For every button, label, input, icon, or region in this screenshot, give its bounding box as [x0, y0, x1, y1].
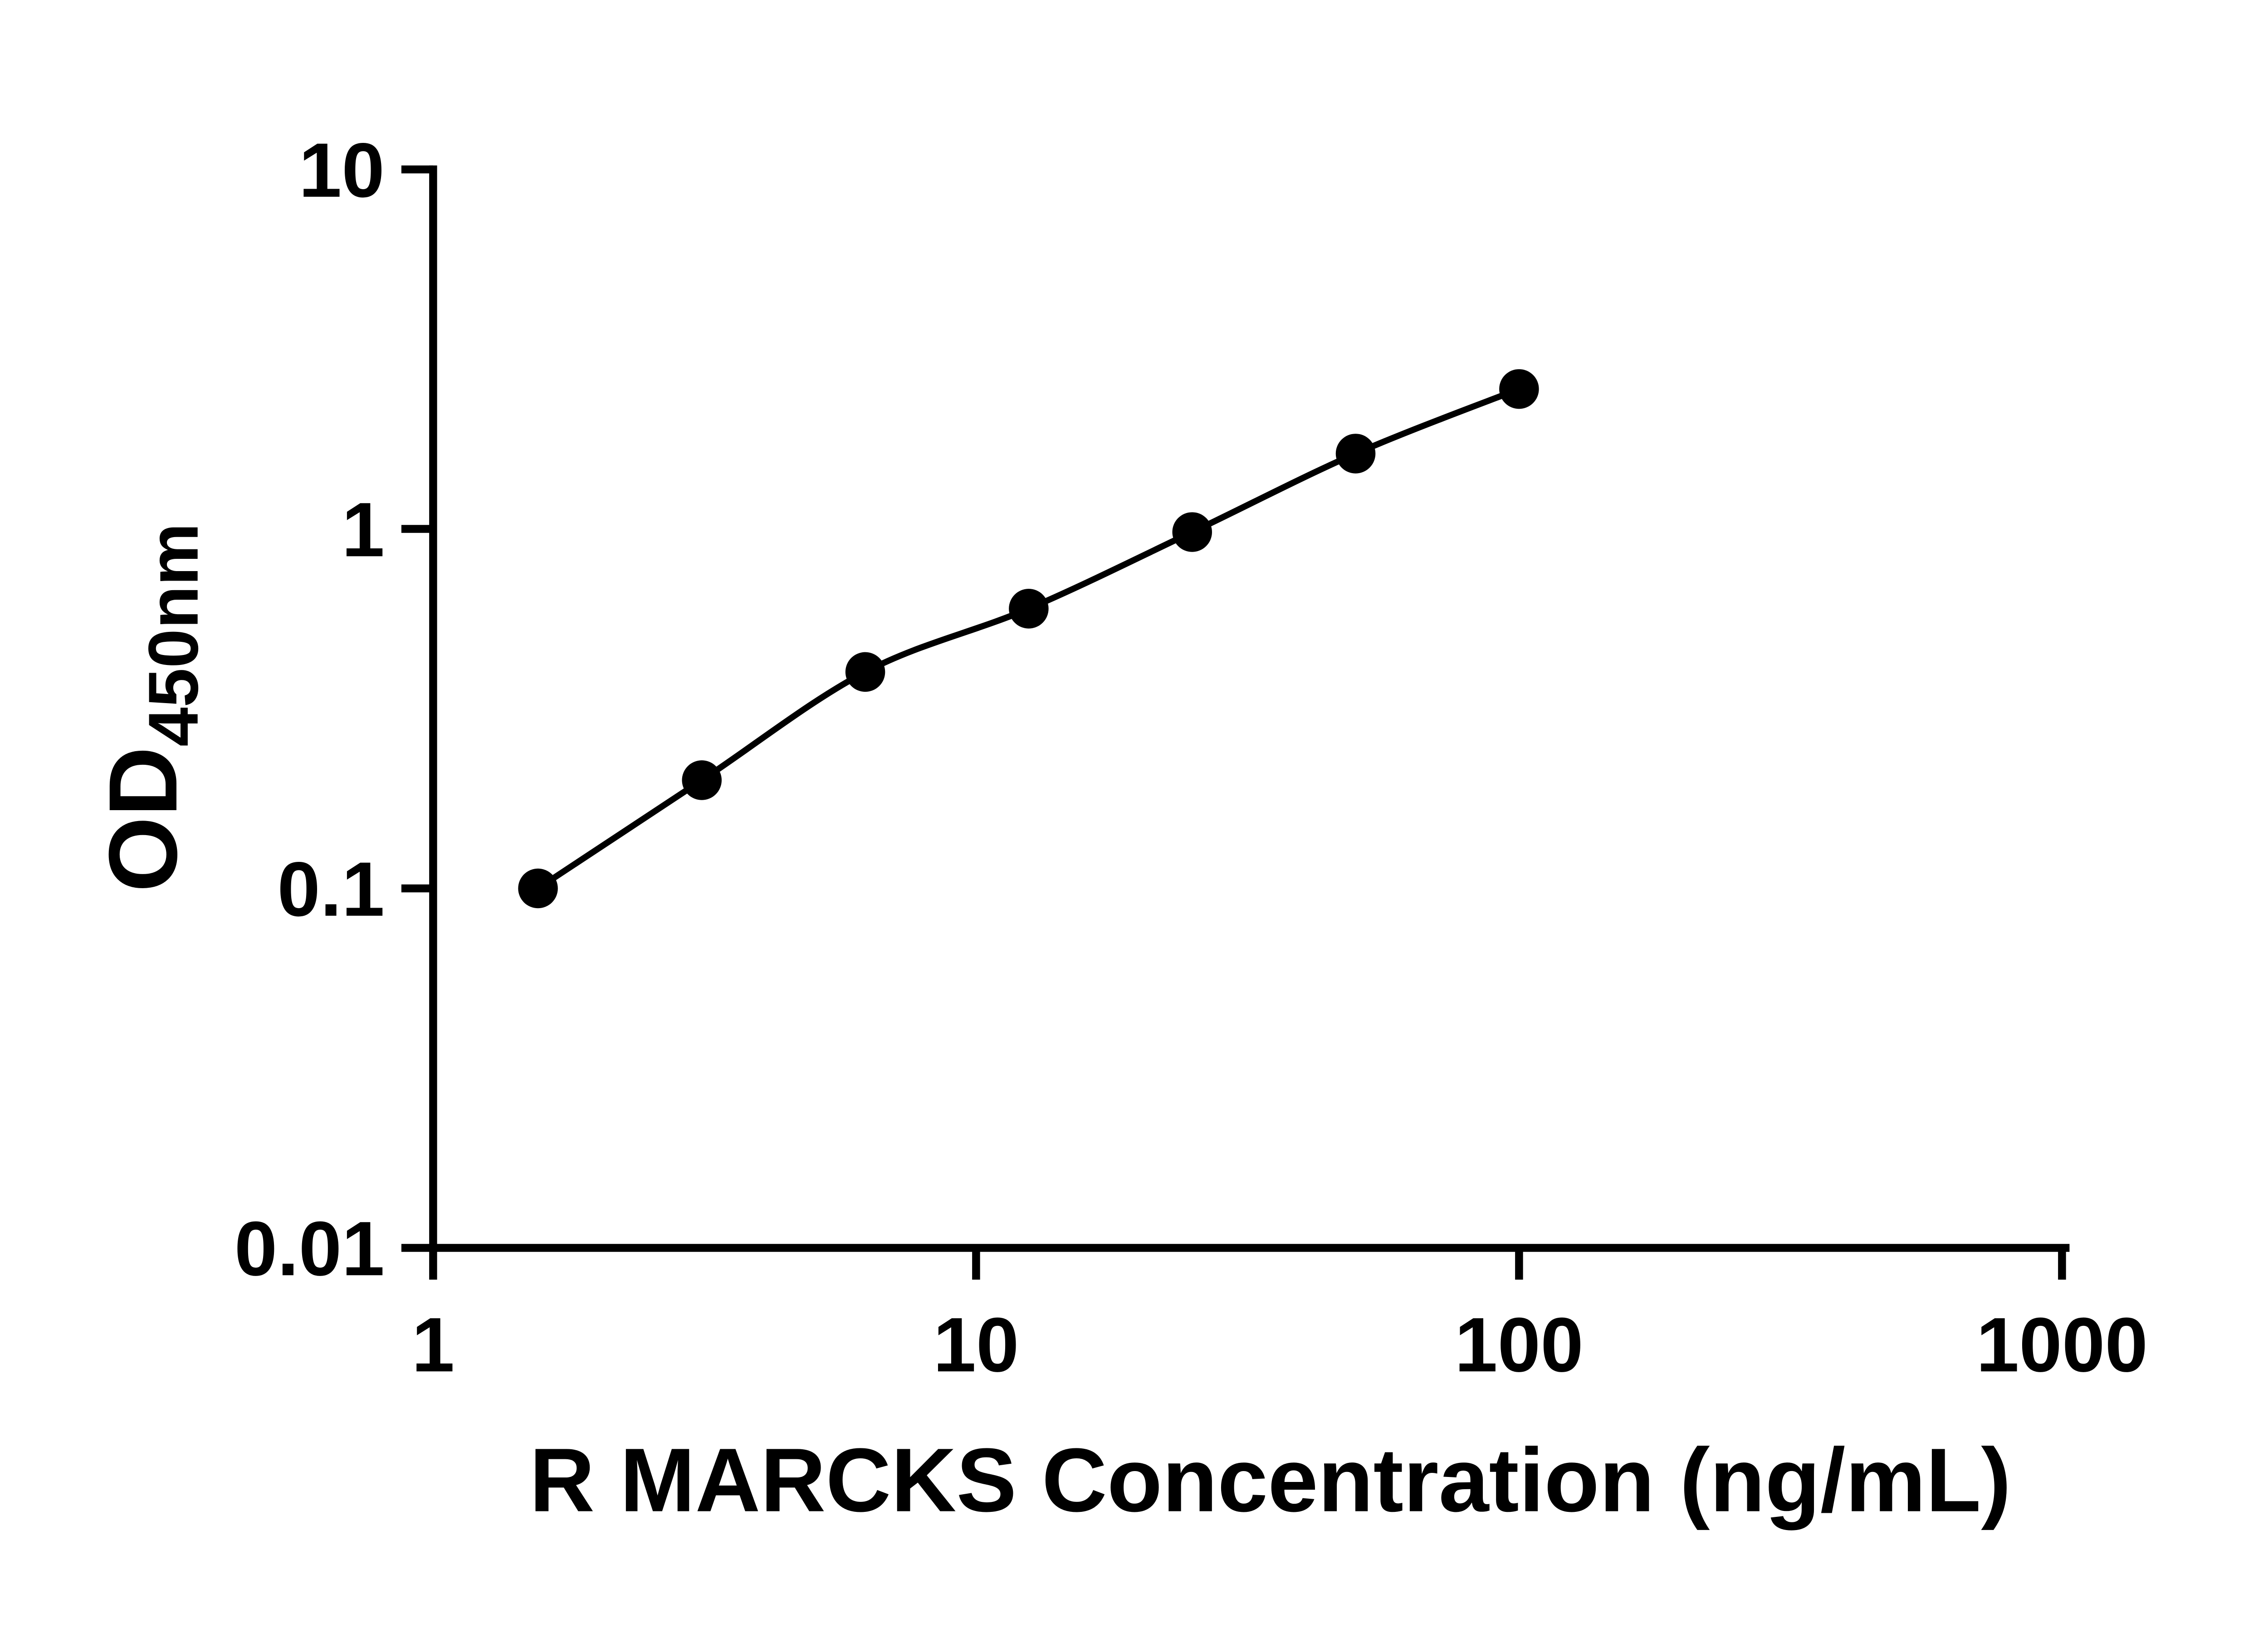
x-axis-tick-label: 100: [1455, 1302, 1584, 1388]
y-axis-tick-label: 0.01: [235, 1206, 385, 1292]
axes: [429, 165, 2070, 1252]
tick-marks: [401, 165, 2066, 1280]
y-axis-tick-label: 1: [342, 487, 385, 573]
data-point-marker: [1009, 589, 1049, 629]
data-point-marker: [1499, 369, 1539, 409]
y-axis-title-subscript: 450nm: [134, 523, 213, 747]
x-axis-title: R MARCKS Concentration (ng/mL): [529, 1430, 2011, 1531]
x-axis-tick-label: 1000: [1976, 1302, 2148, 1388]
data-point-marker: [1335, 434, 1376, 474]
y-axis-tick-label: 10: [299, 127, 385, 214]
x-axis-tick-label: 10: [933, 1302, 1019, 1388]
data-point-marker: [1172, 512, 1212, 552]
x-axis-tick-label: 1: [412, 1302, 455, 1388]
data-point-marker: [845, 652, 885, 692]
data-point-marker: [518, 868, 558, 909]
data-series: [518, 369, 1539, 909]
data-point-marker: [682, 760, 722, 800]
y-axis-title: OD450nm: [89, 523, 213, 892]
y-axis-tick-label: 0.1: [277, 846, 385, 933]
y-axis-title-base: OD: [89, 747, 197, 892]
tick-labels: 1 10 100 1000 0.01 0.1 1 10: [235, 127, 2148, 1388]
